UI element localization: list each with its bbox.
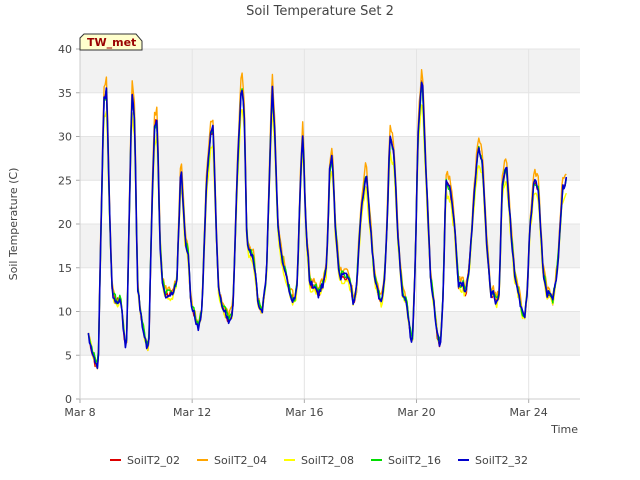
legend-label: SoilT2_32 [475,454,528,467]
x-tick-label: Mar 16 [285,406,323,419]
x-axis-ticks: Mar 8 Mar 12 Mar 16 Mar 20 Mar 24 [64,49,548,419]
y-tick-label: 35 [58,87,72,100]
plot-bands [80,49,580,399]
plot-band [80,311,580,356]
x-tick-label: Mar 12 [173,406,211,419]
y-tick-label: 15 [58,262,72,275]
plot-band [80,355,580,399]
legend: SoilT2_02 SoilT2_04 SoilT2_08 SoilT2_16 Soil… [110,454,528,467]
y-axis-ticks: 0 5 10 15 20 25 30 35 40 [58,43,580,406]
legend-label: SoilT2_16 [388,454,441,467]
y-tick-label: 5 [65,349,72,362]
plot-band [80,49,580,93]
legend-label: SoilT2_08 [301,454,354,467]
y-tick-label: 30 [58,131,72,144]
y-tick-label: 20 [58,218,72,231]
plot-band [80,92,580,137]
x-tick-label: Mar 24 [510,406,548,419]
legend-label: SoilT2_02 [127,454,180,467]
y-tick-label: 0 [65,393,72,406]
x-axis-label: Time [550,423,578,436]
chart-title: Soil Temperature Set 2 [246,4,394,19]
x-tick-label: Mar 20 [397,406,435,419]
y-axis-label: Soil Temperature (C) [7,168,20,281]
site-label-text: TW_met [87,36,136,49]
plot-band [80,224,580,268]
legend-label: SoilT2_04 [214,454,267,467]
y-tick-label: 40 [58,43,72,56]
y-tick-label: 25 [58,174,72,187]
site-label-box: TW_met [79,33,143,51]
series-line-SoilT2_32 [87,81,568,370]
series-lines [87,68,568,370]
y-tick-label: 10 [58,306,72,319]
x-tick-label: Mar 8 [64,406,95,419]
plot-band [80,267,580,312]
